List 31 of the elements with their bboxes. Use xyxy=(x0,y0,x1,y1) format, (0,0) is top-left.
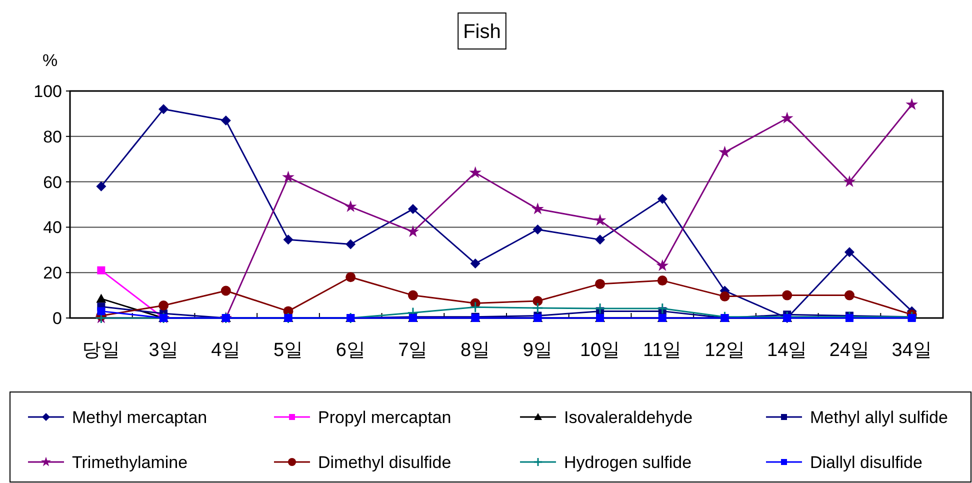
x-tick-label: 24일 xyxy=(829,340,870,361)
x-tick-label: 8일 xyxy=(460,340,490,361)
x-tick-label: 7일 xyxy=(398,340,428,361)
legend-label: Trimethylamine xyxy=(72,453,188,472)
legend-label: Diallyl disulfide xyxy=(810,453,922,472)
y-tick-label: 100 xyxy=(34,82,62,101)
chart-title: Fish xyxy=(463,21,501,43)
x-tick-label: 6일 xyxy=(336,340,366,361)
legend-label: Isovaleraldehyde xyxy=(564,408,693,427)
x-tick-label: 당일 xyxy=(82,340,120,361)
y-tick-label: 20 xyxy=(43,264,62,283)
x-tick-label: 3일 xyxy=(148,340,178,361)
legend-label: Propyl mercaptan xyxy=(318,408,452,427)
x-tick-label: 14일 xyxy=(767,340,808,361)
legend-label: Methyl allyl sulfide xyxy=(810,408,948,427)
x-tick-label: 4일 xyxy=(211,340,241,361)
title: Fish xyxy=(458,12,506,50)
x-tick-label: 12일 xyxy=(704,340,745,361)
y-tick-label: 80 xyxy=(43,127,62,146)
x-tick-label: 5일 xyxy=(273,340,304,361)
legend-label: Hydrogen sulfide xyxy=(564,453,692,472)
x-tick-label: 10일 xyxy=(580,340,620,361)
y-tick-label: 0 xyxy=(52,309,62,328)
y-axis-title: % xyxy=(42,51,58,70)
legend-label: Dimethyl disulfide xyxy=(318,453,452,472)
x-tick-label: 11일 xyxy=(643,340,682,361)
y-tick-label: 40 xyxy=(43,218,62,238)
legend-label: Methyl mercaptan xyxy=(72,408,208,427)
x-tick-label: 9일 xyxy=(522,340,552,361)
y-tick-label: 60 xyxy=(43,172,62,192)
x-tick-label: 34일 xyxy=(892,340,932,361)
